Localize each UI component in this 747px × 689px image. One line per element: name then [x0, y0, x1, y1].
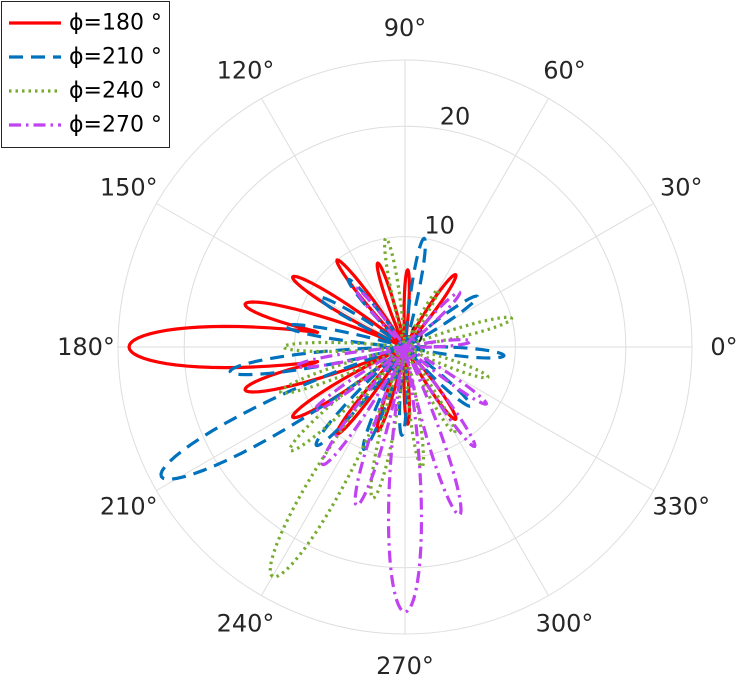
- legend-label: ϕ=180 °: [69, 11, 162, 36]
- angle-tick-label: 210°: [100, 493, 158, 521]
- angle-tick-label: 300°: [536, 609, 594, 637]
- angle-tick-label: 0°: [710, 333, 737, 361]
- legend-label: ϕ=270 °: [69, 113, 162, 138]
- angle-tick-labels: 0° 30° 60° 90° 120° 150° 180° 210° 240° 270° 300° 3…: [57, 14, 738, 680]
- radial-tick-label: 20: [440, 102, 471, 130]
- legend: ϕ=180 ° ϕ=210 ° ϕ=240 ° ϕ=270 °: [1, 1, 170, 148]
- angle-tick-label: 330°: [652, 493, 710, 521]
- angular-grid-line: [261, 98, 406, 348]
- angle-tick-label: 270°: [376, 652, 434, 680]
- angle-tick-label: 120°: [217, 57, 275, 85]
- angle-tick-label: 90°: [384, 14, 427, 42]
- angle-tick-label: 60°: [543, 57, 586, 85]
- legend-label: ϕ=240 °: [69, 79, 162, 104]
- angle-tick-label: 180°: [57, 333, 115, 361]
- angular-grid-line: [156, 203, 406, 348]
- series-line: [159, 236, 506, 481]
- legend-label: ϕ=210 °: [69, 45, 162, 70]
- series-layer: [127, 236, 514, 614]
- angle-tick-label: 30°: [660, 174, 703, 202]
- series-line: [268, 236, 514, 579]
- angle-tick-label: 240°: [217, 609, 275, 637]
- radial-tick-label: 10: [424, 212, 455, 240]
- legend-box: [1, 1, 170, 148]
- angle-tick-label: 150°: [100, 174, 158, 202]
- angular-grid-line: [156, 346, 406, 491]
